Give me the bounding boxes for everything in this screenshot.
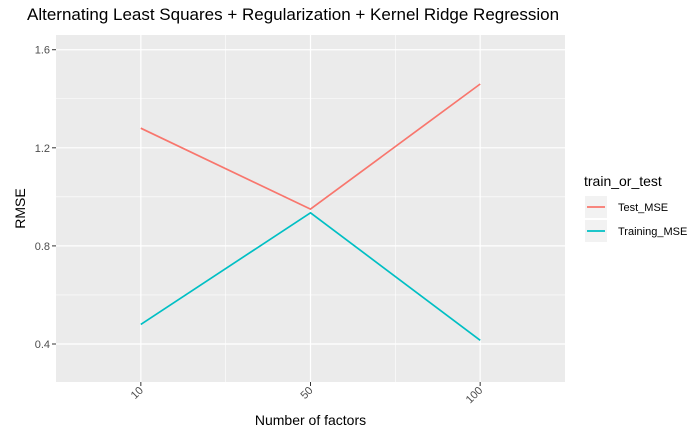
x-tick-label: 50 — [298, 385, 315, 402]
x-axis-label: Number of factors — [255, 412, 366, 428]
y-tick-label: 1.2 — [35, 143, 50, 155]
x-tick-label: 10 — [129, 385, 146, 402]
legend-label: Test_MSE — [618, 202, 668, 214]
y-tick-label: 1.6 — [35, 45, 50, 57]
chart-title: Alternating Least Squares + Regularizati… — [27, 5, 560, 24]
y-tick-label: 0.4 — [35, 339, 50, 351]
y-axis-label: RMSE — [12, 188, 28, 228]
series-line-test-mse — [140, 83, 481, 210]
legend-title: train_or_test — [584, 173, 662, 189]
x-tick-label: 100 — [464, 385, 485, 406]
legend-label: Training_MSE — [618, 226, 687, 238]
y-tick-label: 0.8 — [35, 241, 50, 253]
series-line-training-mse — [140, 211, 481, 341]
